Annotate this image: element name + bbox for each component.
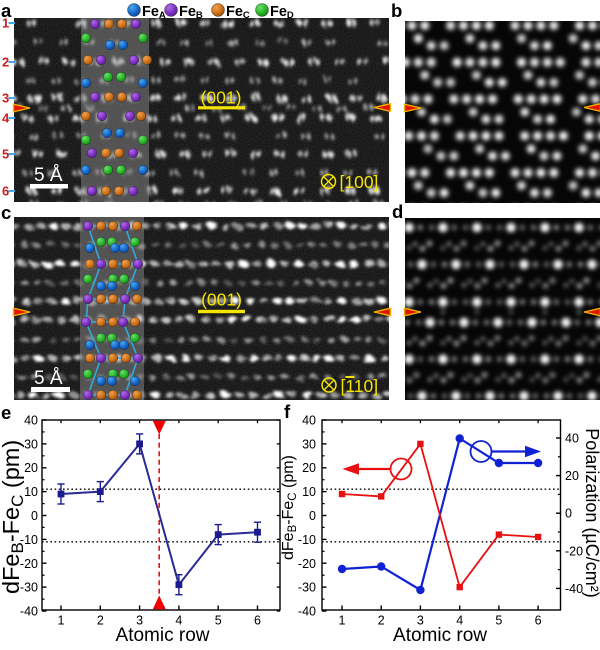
svg-text:20: 20 <box>302 461 316 475</box>
svg-text:-30: -30 <box>298 581 316 595</box>
svg-text:b: b <box>391 0 402 21</box>
svg-text:Atomic row: Atomic row <box>393 625 487 645</box>
svg-text:e: e <box>1 402 11 423</box>
svg-text:6: 6 <box>254 614 261 628</box>
svg-text:-40: -40 <box>565 582 583 596</box>
svg-text:-20: -20 <box>565 544 583 558</box>
svg-text:40: 40 <box>302 414 316 428</box>
svg-text:Atomic row: Atomic row <box>116 625 210 645</box>
svg-text:3: 3 <box>2 91 9 106</box>
svg-text:1: 1 <box>58 614 65 628</box>
svg-text:2: 2 <box>97 614 104 628</box>
svg-text:0: 0 <box>31 509 38 523</box>
svg-text:5: 5 <box>2 147 9 162</box>
svg-text:Polarization (µC/cm²): Polarization (µC/cm²) <box>582 428 600 597</box>
svg-text:1: 1 <box>339 614 346 628</box>
svg-text:5: 5 <box>215 614 222 628</box>
svg-text:5: 5 <box>495 614 502 628</box>
svg-text:[110]: [110] <box>341 376 379 396</box>
svg-text:(001): (001) <box>201 88 242 108</box>
svg-text:dFeB-FeC (pm): dFeB-FeC (pm) <box>0 440 27 594</box>
svg-text:0: 0 <box>309 509 316 523</box>
svg-text:-40: -40 <box>20 605 38 619</box>
svg-text:d: d <box>392 201 403 222</box>
svg-text:dFeB-FeC (pm): dFeB-FeC (pm) <box>280 455 299 560</box>
svg-text:-40: -40 <box>298 605 316 619</box>
svg-text:40: 40 <box>565 432 579 446</box>
svg-text:20: 20 <box>24 461 38 475</box>
svg-text:5 Å: 5 Å <box>34 368 63 389</box>
svg-text:1: 1 <box>2 16 9 31</box>
svg-text:40: 40 <box>24 414 38 428</box>
svg-text:20: 20 <box>565 469 579 483</box>
svg-text:[100]: [100] <box>340 172 379 192</box>
svg-text:(001): (001) <box>201 290 242 310</box>
svg-text:2: 2 <box>378 614 385 628</box>
svg-text:f: f <box>284 401 291 422</box>
svg-text:6: 6 <box>535 614 542 628</box>
svg-text:2: 2 <box>2 55 9 70</box>
svg-text:c: c <box>1 202 11 223</box>
svg-text:5 Å: 5 Å <box>34 165 63 186</box>
svg-text:10: 10 <box>302 485 316 499</box>
svg-text:-10: -10 <box>298 533 316 547</box>
svg-text:30: 30 <box>302 437 316 451</box>
svg-text:-20: -20 <box>298 557 316 571</box>
svg-text:0: 0 <box>565 507 572 521</box>
svg-text:30: 30 <box>24 437 38 451</box>
svg-text:6: 6 <box>2 184 9 199</box>
